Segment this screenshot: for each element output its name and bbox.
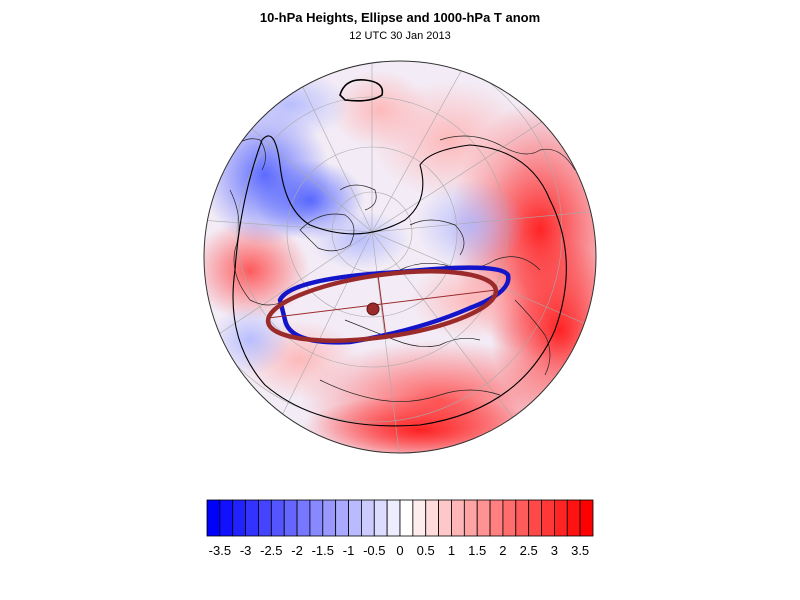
ellipse-center-marker (366, 302, 380, 316)
colorbar-tick-label: -2.5 (260, 543, 283, 558)
colorbar-box (399, 499, 414, 537)
globe-outline (203, 60, 597, 454)
colorbar-tick-label: 2 (499, 543, 507, 558)
colorbar-tick-label: 3 (550, 543, 559, 558)
colorbar-box (232, 499, 247, 537)
colorbar-box (283, 499, 298, 537)
colorbar-box (245, 499, 259, 537)
colorbar-tick-label: -3 (239, 543, 252, 558)
colorbar-box (270, 499, 285, 537)
colorbar-box (322, 499, 337, 537)
colorbar-box (463, 499, 478, 537)
chart-title: 10-hPa Heights, Ellipse and 1000-hPa T a… (259, 10, 541, 25)
colorbar-tick-label: 3.5 (571, 543, 590, 558)
colorbar-tick-label: 0 (396, 543, 404, 558)
colorbar-boxes (206, 499, 594, 537)
colorbar-box (386, 499, 401, 537)
colorbar-box (296, 499, 311, 537)
colorbar-box (335, 499, 349, 537)
colorbar-box (258, 499, 272, 537)
colorbar-box (489, 499, 504, 537)
graticule (204, 61, 596, 453)
colorbar-tick-label: -1 (342, 543, 355, 558)
colorbar-box (348, 499, 362, 537)
colorbar-box (425, 499, 440, 537)
colorbar-tick-label: 0.5 (416, 543, 435, 558)
colorbar-box (206, 499, 221, 537)
colorbar-tick-label: -3.5 (208, 543, 232, 558)
colorbar-box (373, 499, 388, 537)
colorbar-tick-label: -1.5 (311, 543, 334, 558)
colorbar-tick-label: 1 (447, 543, 456, 558)
colorbar-box (515, 499, 530, 537)
coastlines (229, 135, 576, 402)
colorbar-tick-label: 1.5 (468, 543, 487, 558)
colorbar-box (528, 499, 542, 537)
colorbar-box (541, 499, 555, 537)
height-contours (232, 78, 567, 427)
colorbar-box (554, 499, 568, 537)
colorbar-box (309, 499, 324, 537)
colorbar-box (566, 499, 581, 537)
colorbar-box (219, 499, 234, 537)
colorbar-box (412, 499, 427, 537)
colorbar-tick-label: -2 (291, 543, 303, 558)
colorbar-box (502, 499, 517, 537)
chart-subtitle: 12 UTC 30 Jan 2013 (349, 30, 451, 42)
colorbar-box (438, 499, 452, 537)
colorbar-box (360, 499, 375, 537)
colorbar-box (579, 499, 594, 537)
fitted-ellipse (265, 269, 499, 343)
colorbar-tick-label: -0.5 (363, 543, 386, 558)
colorbar-box (476, 499, 491, 537)
colorbar-box (451, 499, 465, 537)
colorbar-tick-label: 2.5 (519, 543, 538, 558)
